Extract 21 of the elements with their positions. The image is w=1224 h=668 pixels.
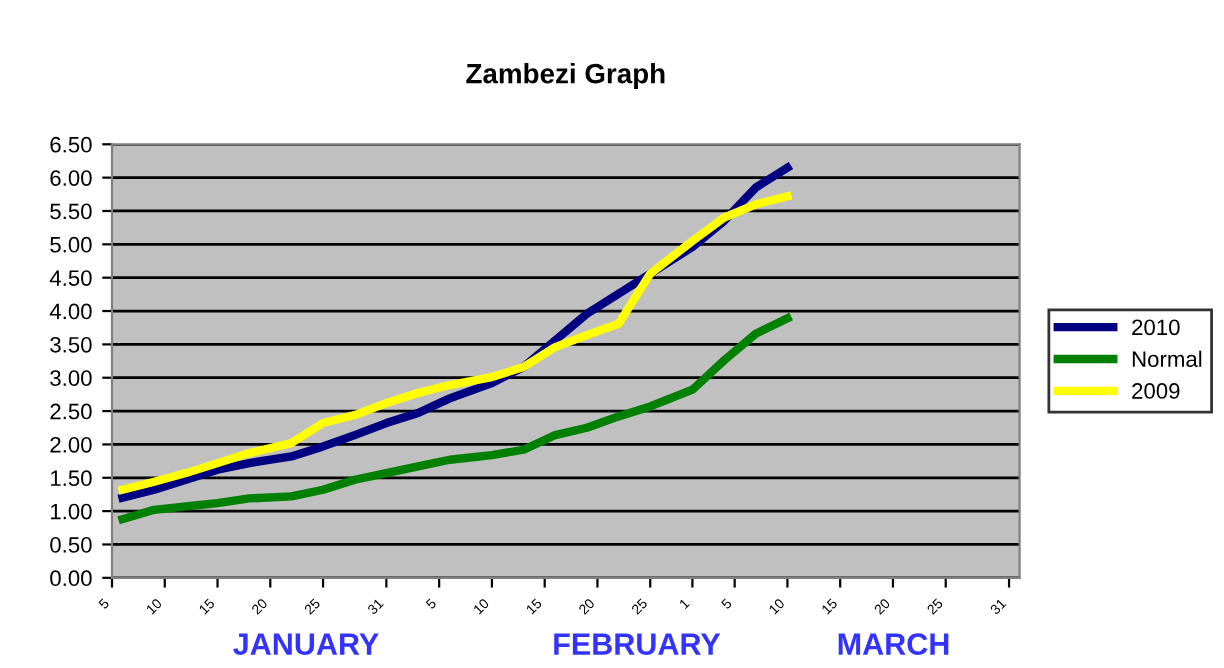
text: FEBRUARY (554, 633, 721, 655)
y-tick-label: 1.00 (51, 503, 92, 520)
text: MARCH (838, 633, 949, 655)
y-tick-label: 3.50 (50, 336, 92, 353)
chart-title: Zambezi Graph (466, 63, 665, 89)
y-tick-label: 2.50 (50, 403, 92, 420)
text: JANUARY (233, 633, 379, 655)
y-tick-label: 4.00 (49, 303, 92, 320)
y-tick-label: 0.00 (50, 570, 92, 587)
y-tick-label: 2.00 (50, 436, 92, 453)
y-tick-label: 6.00 (50, 170, 92, 186)
y-tick-label: 0.50 (50, 537, 92, 553)
y-tick-label: 1.50 (51, 470, 92, 487)
y-tick-label: 6.50 (50, 136, 92, 153)
legend-label: 2009 (1132, 383, 1180, 399)
legend-label: Normal (1132, 350, 1202, 368)
legend-label: 2010 (1132, 319, 1180, 336)
y-tick-label: 5.50 (50, 203, 92, 220)
y-tick-label: 5.00 (50, 236, 92, 253)
y-tick-label: 4.50 (49, 270, 92, 286)
y-tick-label: 3.00 (50, 370, 92, 386)
